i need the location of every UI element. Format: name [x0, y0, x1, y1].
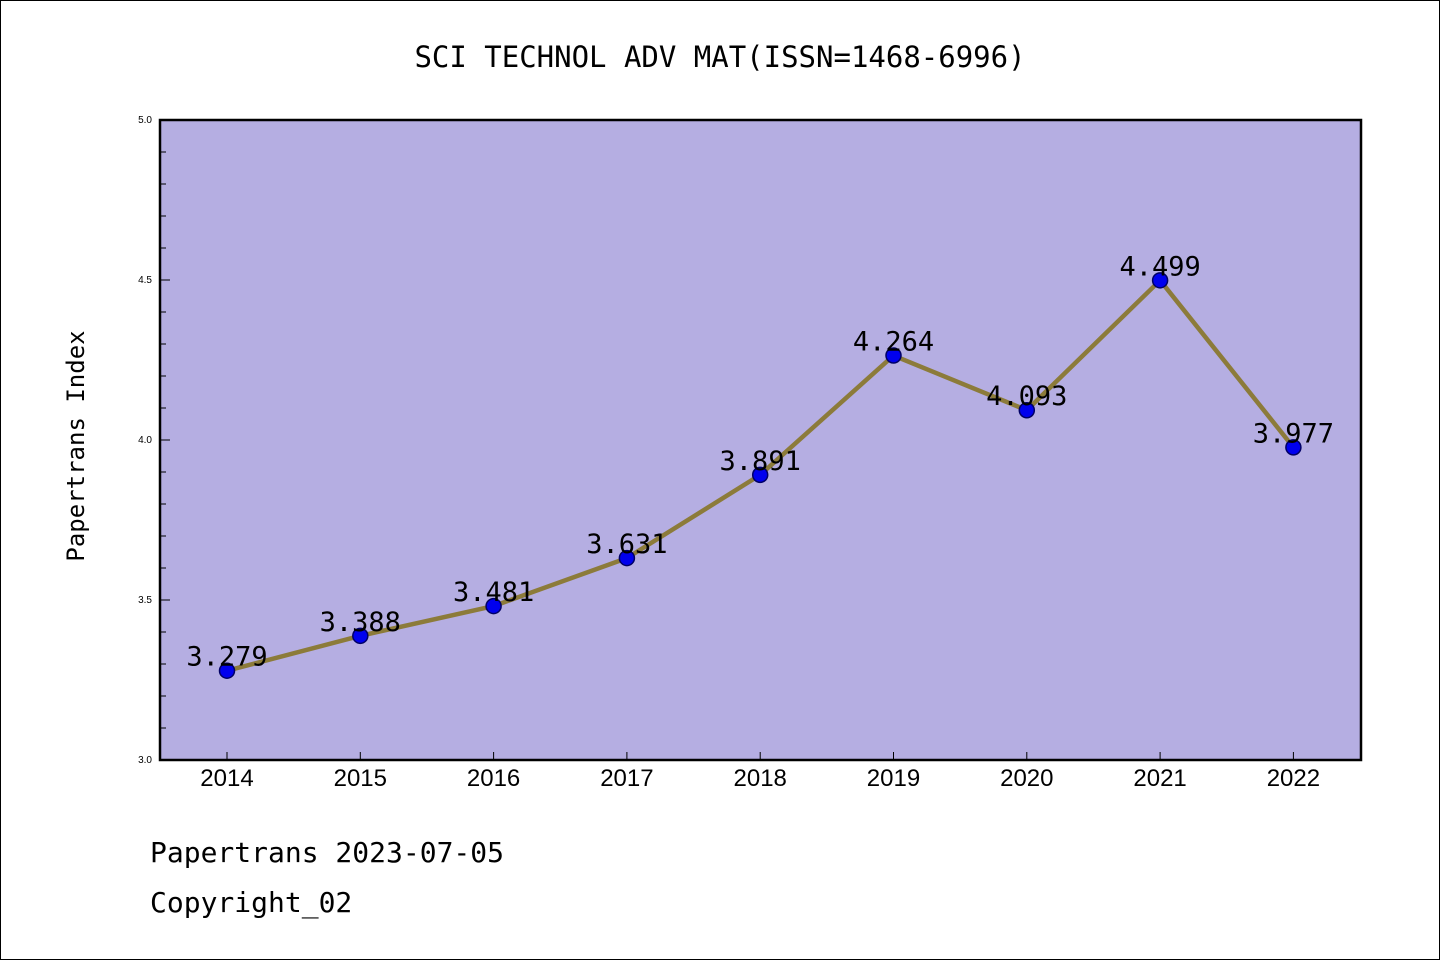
data-point: [1285, 439, 1302, 456]
y-tick-label: 4.5: [138, 275, 152, 286]
x-tick-label: 2014: [200, 765, 253, 792]
y-tick-label: 3.5: [138, 595, 152, 606]
data-point: [751, 466, 769, 484]
x-tick-label: 2019: [867, 765, 920, 792]
x-tick-label: 2021: [1133, 765, 1186, 792]
footer-copyright: Copyright_02: [150, 886, 353, 919]
data-point: [485, 597, 502, 615]
x-tick-label: 2017: [600, 765, 653, 792]
data-point: [218, 662, 236, 679]
data-point: [618, 549, 636, 567]
x-axis: 2014 2015 2016 2017 2018 2019 2020 2021 2022: [200, 752, 1320, 792]
data-label: 4.093: [986, 381, 1067, 412]
data-point: [1151, 272, 1169, 289]
data-label: 3.631: [586, 529, 667, 560]
x-tick-label: 2020: [1000, 765, 1053, 792]
y-tick-label: 5.0: [138, 115, 152, 126]
data-label: 3.977: [1253, 418, 1334, 449]
x-tick-label: 2018: [734, 765, 787, 792]
y-tick-label: 4.0: [138, 435, 152, 446]
data-point: [885, 347, 902, 364]
data-point: [1018, 401, 1036, 419]
y-axis: 3.0 3.5 4.0 4.5 5.0: [138, 115, 170, 766]
data-label: 3.279: [186, 642, 267, 673]
data-label: 4.499: [1119, 251, 1200, 282]
x-tick-label: 2022: [1267, 765, 1320, 792]
data-label: 4.264: [853, 327, 934, 358]
data-point: [352, 627, 369, 645]
data-label: 3.388: [320, 607, 401, 638]
y-axis-label: Papertrans Index: [62, 330, 90, 561]
data-label: 3.891: [720, 446, 801, 477]
data-labels: 3.279 3.388 3.481 3.631 3.891 4.264 4.093 4.499…: [186, 251, 1334, 672]
chart-title: SCI TECHNOL ADV MAT(ISSN=1468-6996): [414, 40, 1025, 74]
x-tick-label: 2015: [334, 765, 387, 792]
y-tick-label: 3.0: [138, 755, 152, 766]
x-tick-label: 2016: [467, 765, 520, 792]
footer-date: Papertrans 2023-07-05: [150, 836, 505, 869]
data-label: 3.481: [453, 577, 534, 608]
plot-area: [158, 118, 1363, 762]
data-points: [218, 272, 1302, 679]
